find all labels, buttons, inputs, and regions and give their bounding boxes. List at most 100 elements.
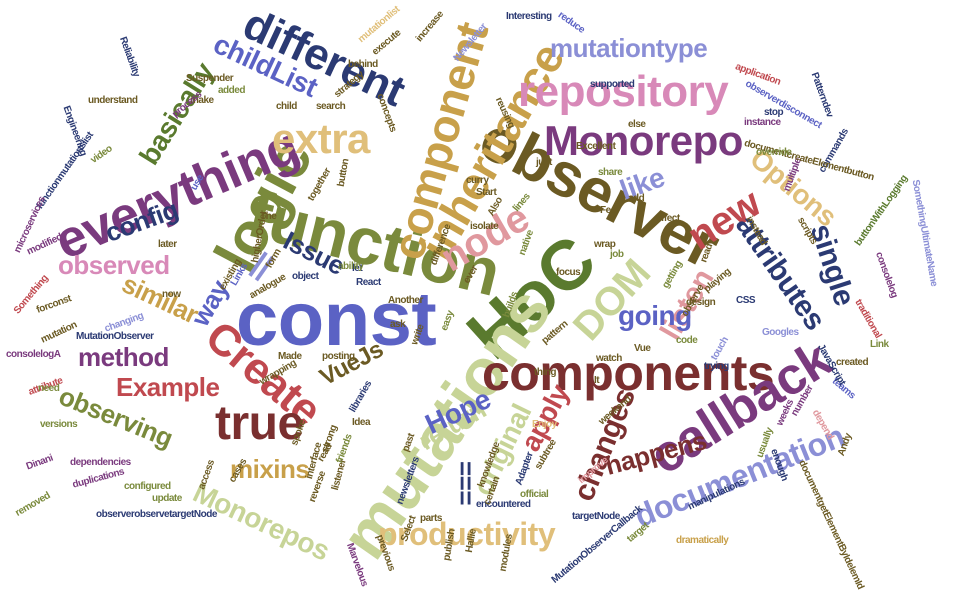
- word: share: [598, 167, 623, 178]
- word: Start: [476, 187, 497, 198]
- word: object: [292, 271, 319, 282]
- word: Vue: [634, 343, 651, 354]
- word: listener: [329, 458, 349, 492]
- word: override: [756, 147, 792, 158]
- word: duplications: [71, 466, 126, 491]
- word: Example: [116, 372, 220, 402]
- word: thing: [534, 367, 556, 378]
- word: need: [38, 383, 60, 394]
- word: Feel: [600, 205, 619, 216]
- word: parts: [420, 513, 442, 524]
- word: consolelogA: [6, 349, 61, 360]
- word: forconst: [35, 293, 73, 316]
- word: search: [316, 101, 346, 112]
- word: const: [236, 277, 437, 362]
- word: The: [260, 211, 277, 222]
- word: design: [686, 297, 716, 308]
- word: buttonWithLogging: [852, 173, 910, 249]
- word: Googles: [762, 327, 799, 338]
- word: Another: [388, 295, 423, 306]
- word: understand: [88, 95, 138, 106]
- word: now: [162, 289, 181, 300]
- word: friends: [334, 432, 355, 465]
- word: wrap: [594, 239, 616, 250]
- word: behind: [348, 59, 378, 70]
- word: Monorepo: [544, 117, 743, 164]
- word: playing: [701, 266, 734, 295]
- word: traditional: [852, 297, 884, 341]
- word: stop: [764, 107, 784, 118]
- word: later: [158, 239, 177, 250]
- word: isolate: [470, 221, 499, 232]
- word: mutation: [39, 319, 79, 346]
- word: Adapter: [513, 450, 536, 487]
- word: repository: [518, 67, 729, 116]
- word: just: [536, 157, 552, 168]
- word: Reliability: [117, 35, 142, 79]
- word: curry: [466, 175, 489, 186]
- word: Patterndev: [808, 71, 835, 119]
- word: dramatically: [676, 535, 729, 546]
- word: focus: [556, 267, 581, 278]
- word: Suspender: [186, 73, 234, 84]
- word: effect: [656, 213, 680, 224]
- word: productivity: [378, 516, 556, 552]
- word: make: [190, 95, 214, 106]
- word: React: [356, 277, 381, 288]
- word: extra: [272, 115, 370, 162]
- word: Excellent: [576, 141, 616, 152]
- word: MutationObserver: [76, 331, 154, 342]
- word: reduce: [555, 9, 587, 36]
- word: mixins: [230, 454, 310, 484]
- word: target: [625, 520, 652, 545]
- word: SomethingUltimateName: [909, 178, 940, 287]
- word: strong: [319, 423, 340, 454]
- word: easy: [439, 309, 457, 333]
- word: created: [836, 357, 869, 368]
- word: consolelog: [873, 250, 900, 300]
- word: going: [618, 300, 692, 331]
- word: It: [594, 375, 600, 386]
- word: libraries: [347, 379, 375, 415]
- word: official: [520, 489, 549, 500]
- word: Made: [278, 351, 302, 362]
- word: button: [335, 158, 352, 188]
- word: observed: [58, 250, 170, 280]
- word: versions: [40, 419, 78, 430]
- word: true: [215, 397, 304, 450]
- word: instance: [744, 117, 781, 128]
- word: dependencies: [70, 457, 131, 468]
- word: lines: [511, 191, 533, 214]
- word: video: [88, 143, 115, 166]
- word: job: [610, 249, 624, 260]
- word: code: [676, 335, 698, 346]
- word: Enjoy: [532, 419, 557, 430]
- word: components: [482, 345, 775, 401]
- word: removed: [13, 490, 53, 519]
- word: ask: [390, 319, 406, 330]
- word: Dinani: [24, 452, 55, 473]
- word: encountered: [476, 499, 531, 510]
- word: configured: [124, 481, 171, 492]
- word: child: [276, 101, 297, 112]
- word: targetNode: [572, 511, 620, 522]
- word: Interesting: [506, 11, 552, 22]
- word: method: [78, 342, 169, 372]
- word: update: [152, 493, 182, 504]
- word: supported: [590, 79, 635, 90]
- word: posting: [322, 351, 355, 362]
- word: ability: [338, 261, 364, 272]
- word: add: [628, 193, 645, 204]
- word: let: [352, 263, 363, 274]
- word: CSS: [736, 295, 756, 306]
- word: documentgetElementByIdelemId: [796, 458, 866, 592]
- word: else: [628, 119, 646, 130]
- word: added: [218, 85, 245, 96]
- word: observerobservetargetNode: [96, 509, 217, 520]
- word: Link: [870, 339, 889, 350]
- word: trying: [704, 361, 729, 372]
- word: mutationtype: [550, 33, 708, 63]
- word: Idea: [352, 417, 371, 428]
- word: watch: [596, 353, 622, 364]
